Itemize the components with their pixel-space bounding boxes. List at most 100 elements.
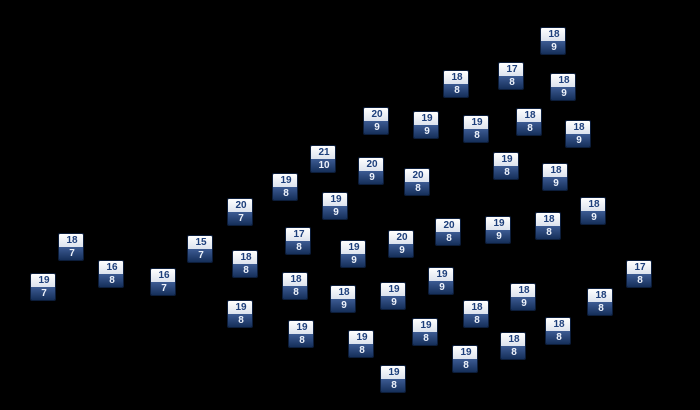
- high-temp-value: 19: [413, 319, 437, 332]
- low-temp-value: 7: [31, 287, 55, 300]
- temp-marker[interactable]: 19 8: [272, 173, 298, 201]
- high-temp-value: 20: [405, 169, 429, 182]
- low-temp-value: 9: [486, 230, 510, 243]
- high-temp-value: 18: [59, 234, 83, 247]
- temp-marker[interactable]: 18 8: [232, 250, 258, 278]
- temp-marker[interactable]: 20 9: [363, 107, 389, 135]
- high-temp-value: 19: [381, 366, 405, 379]
- temp-marker[interactable]: 16 7: [150, 268, 176, 296]
- temp-marker[interactable]: 18 9: [540, 27, 566, 55]
- temp-marker[interactable]: 18 8: [282, 272, 308, 300]
- low-temp-value: 8: [453, 359, 477, 372]
- low-temp-value: 7: [151, 282, 175, 295]
- temp-marker[interactable]: 19 9: [413, 111, 439, 139]
- temp-marker[interactable]: 17 8: [626, 260, 652, 288]
- temp-marker[interactable]: 19 8: [463, 115, 489, 143]
- high-temp-value: 18: [543, 164, 567, 177]
- high-temp-value: 19: [349, 331, 373, 344]
- temp-marker[interactable]: 21 10: [310, 145, 336, 173]
- low-temp-value: 8: [273, 187, 297, 200]
- low-temp-value: 9: [414, 125, 438, 138]
- high-temp-value: 19: [429, 268, 453, 281]
- temp-marker[interactable]: 20 8: [435, 218, 461, 246]
- high-temp-value: 15: [188, 236, 212, 249]
- temp-marker[interactable]: 15 7: [187, 235, 213, 263]
- temp-marker[interactable]: 19 9: [428, 267, 454, 295]
- temp-marker[interactable]: 18 8: [516, 108, 542, 136]
- high-temp-value: 18: [551, 74, 575, 87]
- temp-marker[interactable]: 19 8: [227, 300, 253, 328]
- low-temp-value: 8: [286, 241, 310, 254]
- temp-marker[interactable]: 18 8: [443, 70, 469, 98]
- temp-marker[interactable]: 19 8: [412, 318, 438, 346]
- temp-marker[interactable]: 19 8: [493, 152, 519, 180]
- high-temp-value: 18: [517, 109, 541, 122]
- low-temp-value: 7: [188, 249, 212, 262]
- temp-marker[interactable]: 18 8: [463, 300, 489, 328]
- high-temp-value: 21: [311, 146, 335, 159]
- temp-marker[interactable]: 18 8: [545, 317, 571, 345]
- high-temp-value: 18: [566, 121, 590, 134]
- low-temp-value: 8: [444, 84, 468, 97]
- high-temp-value: 19: [464, 116, 488, 129]
- low-temp-value: 9: [389, 244, 413, 257]
- low-temp-value: 9: [541, 41, 565, 54]
- low-temp-value: 8: [283, 286, 307, 299]
- temp-marker[interactable]: 19 9: [485, 216, 511, 244]
- high-temp-value: 18: [331, 286, 355, 299]
- high-temp-value: 19: [494, 153, 518, 166]
- low-temp-value: 8: [233, 264, 257, 277]
- low-temp-value: 9: [566, 134, 590, 147]
- low-temp-value: 8: [289, 334, 313, 347]
- low-temp-value: 8: [405, 182, 429, 195]
- low-temp-value: 9: [331, 299, 355, 312]
- low-temp-value: 10: [311, 159, 335, 172]
- high-temp-value: 20: [389, 231, 413, 244]
- high-temp-value: 20: [228, 199, 252, 212]
- high-temp-value: 19: [323, 193, 347, 206]
- temp-marker[interactable]: 18 8: [500, 332, 526, 360]
- low-temp-value: 9: [511, 297, 535, 310]
- temp-marker[interactable]: 18 9: [550, 73, 576, 101]
- temp-marker[interactable]: 18 9: [510, 283, 536, 311]
- low-temp-value: 8: [464, 129, 488, 142]
- temp-marker[interactable]: 19 9: [322, 192, 348, 220]
- high-temp-value: 19: [289, 321, 313, 334]
- temp-marker[interactable]: 18 7: [58, 233, 84, 261]
- temp-marker[interactable]: 20 9: [388, 230, 414, 258]
- low-temp-value: 8: [546, 331, 570, 344]
- temp-marker[interactable]: 19 8: [288, 320, 314, 348]
- temp-marker[interactable]: 20 7: [227, 198, 253, 226]
- high-temp-value: 17: [627, 261, 651, 274]
- temp-marker[interactable]: 18 9: [330, 285, 356, 313]
- low-temp-value: 8: [349, 344, 373, 357]
- temp-marker[interactable]: 18 9: [542, 163, 568, 191]
- temp-marker[interactable]: 19 8: [452, 345, 478, 373]
- temp-marker[interactable]: 19 9: [340, 240, 366, 268]
- high-temp-value: 19: [341, 241, 365, 254]
- low-temp-value: 8: [627, 274, 651, 287]
- high-temp-value: 19: [381, 283, 405, 296]
- temp-marker[interactable]: 19 8: [348, 330, 374, 358]
- high-temp-value: 18: [511, 284, 535, 297]
- temp-marker[interactable]: 19 9: [380, 282, 406, 310]
- temp-marker[interactable]: 18 8: [587, 288, 613, 316]
- low-temp-value: 8: [99, 274, 123, 287]
- temp-marker[interactable]: 18 9: [565, 120, 591, 148]
- temp-marker[interactable]: 19 7: [30, 273, 56, 301]
- high-temp-value: 18: [546, 318, 570, 331]
- low-temp-value: 8: [499, 76, 523, 89]
- high-temp-value: 18: [581, 198, 605, 211]
- temp-marker[interactable]: 18 9: [580, 197, 606, 225]
- temp-marker[interactable]: 16 8: [98, 260, 124, 288]
- temp-marker[interactable]: 20 9: [358, 157, 384, 185]
- temp-marker[interactable]: 17 8: [498, 62, 524, 90]
- temp-marker[interactable]: 20 8: [404, 168, 430, 196]
- low-temp-value: 8: [536, 226, 560, 239]
- temp-marker[interactable]: 17 8: [285, 227, 311, 255]
- temp-marker[interactable]: 18 8: [535, 212, 561, 240]
- temp-marker[interactable]: 19 8: [380, 365, 406, 393]
- high-temp-value: 17: [499, 63, 523, 76]
- high-temp-value: 19: [31, 274, 55, 287]
